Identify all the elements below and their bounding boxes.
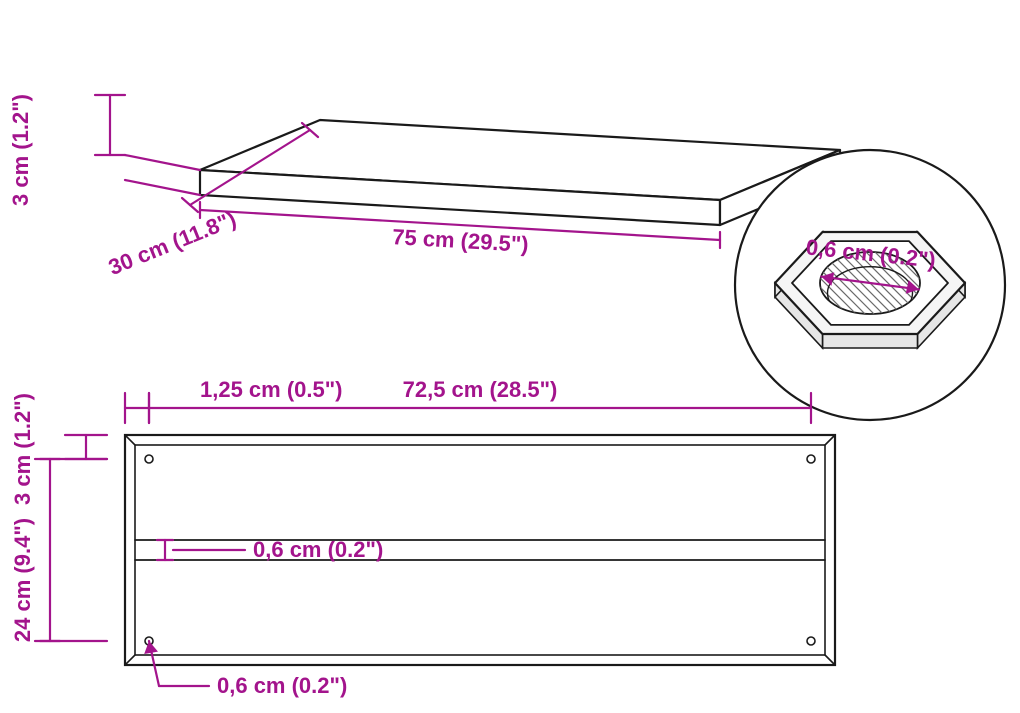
dim-edge-3cm: 3 cm (1.2") <box>10 393 107 505</box>
label-depth-30cm: 30 cm (11.8") <box>105 206 240 280</box>
detail-hex-nut <box>735 150 1005 420</box>
label-slot-0-6cm: 0,6 cm (0.2") <box>253 537 383 562</box>
label-inner-72-5cm: 72,5 cm (28.5") <box>403 377 558 402</box>
label-corner-0-6cm: 0,6 cm (0.2") <box>217 673 347 698</box>
dim-margin-1-25cm: 1,25 cm (0.5") <box>125 377 343 423</box>
label-edge-3cm: 3 cm (1.2") <box>10 393 35 505</box>
shelf-isometric <box>200 120 840 225</box>
label-thickness-3cm: 3 cm (1.2") <box>8 94 33 206</box>
label-margin-1-25cm: 1,25 cm (0.5") <box>200 377 343 402</box>
label-height-24cm: 24 cm (9.4") <box>10 518 35 642</box>
label-length-75cm: 75 cm (29.5") <box>392 224 530 257</box>
dim-thickness-3cm: 3 cm (1.2") <box>8 94 200 206</box>
